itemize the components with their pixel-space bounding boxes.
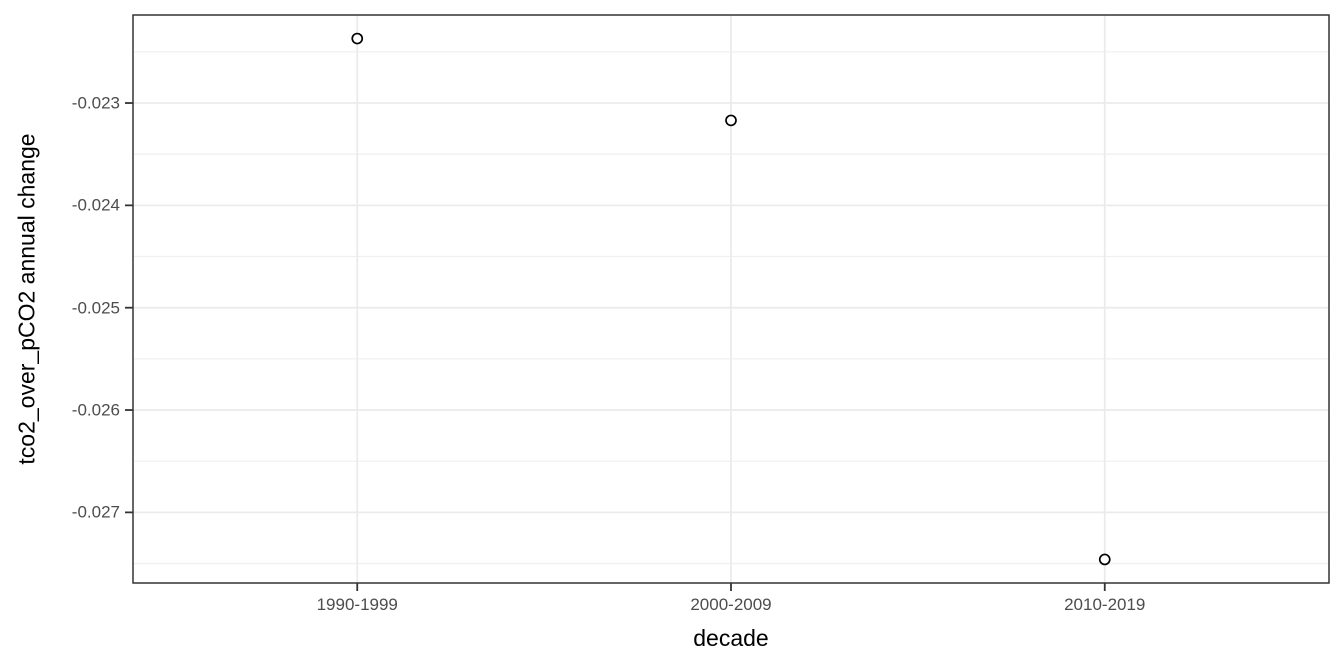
y-tick-label: -0.025 — [71, 298, 120, 318]
panel-border — [132, 14, 1330, 584]
x-tick-label: 1990-1999 — [316, 595, 398, 614]
data-point — [351, 32, 364, 45]
y-axis-title: tco2_over_pCO2 annual change — [13, 133, 40, 465]
data-point — [1098, 553, 1111, 566]
x-tick-label: 2010-2019 — [1064, 595, 1146, 614]
y-tick-label: -0.027 — [71, 502, 120, 522]
data-points — [351, 32, 1111, 566]
grid-major-lines — [133, 15, 1329, 583]
data-point — [725, 114, 737, 127]
x-axis-title: decade — [693, 625, 769, 651]
y-tick-label: -0.026 — [71, 400, 120, 420]
y-tick-label: -0.023 — [71, 93, 120, 113]
axis-tick-marks — [125, 102, 1106, 591]
x-tick-label: 2000-2009 — [690, 595, 772, 614]
y-tick-label: -0.024 — [71, 195, 120, 215]
